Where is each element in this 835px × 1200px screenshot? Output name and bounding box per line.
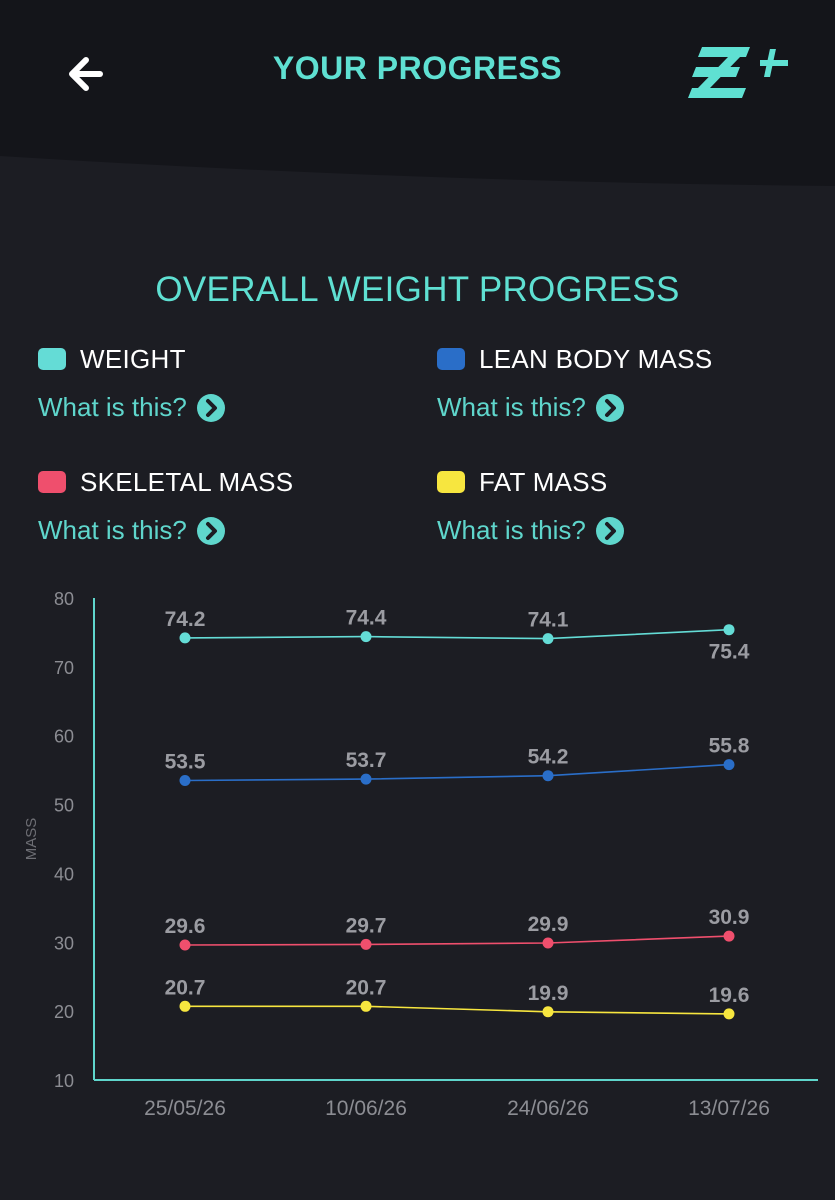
section-title: OVERALL WEIGHT PROGRESS [155,270,680,309]
data-point [723,759,735,771]
data-label: 74.1 [528,609,569,632]
what-is-this-text: What is this? [437,515,586,545]
what-is-this-text: What is this? [38,392,187,422]
data-point [542,770,554,782]
data-label: 74.2 [165,608,206,631]
data-label: 19.6 [709,984,750,1007]
data-label: 20.7 [165,976,206,999]
legend-label-fat-mass: FAT MASS [479,467,608,497]
arrow-left-icon [69,57,103,91]
data-point [360,1000,372,1012]
legend-swatch-lean-body-mass [437,348,465,370]
series-line-skeletal-mass [184,935,730,946]
data-point [723,1008,735,1020]
data-point [542,937,554,949]
what-is-this-link-skeletal-mass[interactable]: What is this? [38,515,225,546]
what-is-this-text: What is this? [437,392,586,422]
series-line-lean-body-mass [184,763,730,782]
data-label: 53.5 [165,751,206,774]
data-point [360,631,372,643]
chevron-right-icon [196,393,225,422]
what-is-this-link-fat-mass[interactable]: What is this? [437,515,624,546]
page-title: YOUR PROGRESS [272,50,563,86]
data-label: 19.9 [528,982,569,1005]
data-point [723,930,735,942]
progress-line-chart: 10 20 30 40 50 60 70 80 MASS 25/05/26 10/06/26 24/0… [23,589,818,1120]
legend-label-skeletal-mass: SKELETAL MASS [80,467,294,497]
data-point [360,938,372,950]
y-tick-label: 30 [54,933,74,953]
data-label: 74.4 [346,607,387,630]
y-tick-label: 10 [54,1071,74,1091]
data-label: 75.4 [709,641,750,664]
chevron-right-icon [196,516,225,545]
x-tick-label: 25/05/26 [144,1097,226,1120]
data-point [179,632,191,644]
legend-swatch-skeletal-mass [38,471,66,493]
x-tick-label: 24/06/26 [507,1097,589,1120]
legend-swatch-fat-mass [437,471,465,493]
legend-swatch-weight [38,348,66,370]
data-label: 54.2 [528,746,569,769]
data-point [179,939,191,951]
x-tick-label: 13/07/26 [688,1097,770,1120]
what-is-this-text: What is this? [38,515,187,545]
back-button[interactable] [62,52,110,96]
data-point [179,1000,191,1012]
data-label: 20.7 [346,976,387,999]
series-line-fat-mass [185,1005,730,1015]
data-point [723,624,735,636]
y-tick-label: 20 [54,1002,74,1022]
series-line-weight [184,628,730,640]
data-label: 29.7 [346,914,387,937]
data-label: 53.7 [346,749,387,772]
data-label: 29.9 [528,913,569,936]
chevron-right-icon [595,516,624,545]
app-header: YOUR PROGRESS [0,0,835,190]
brand-logo[interactable] [688,44,792,104]
brand-logo-icon [688,47,788,98]
y-tick-label: 60 [54,727,74,747]
data-point [542,1006,554,1018]
what-is-this-link-lean-body-mass[interactable]: What is this? [437,392,624,423]
data-point [360,773,372,785]
data-label: 30.9 [709,906,750,929]
data-point [179,775,191,786]
data-point [542,633,554,645]
y-tick-label: 40 [54,864,74,884]
legend-label-weight: WEIGHT [80,344,186,374]
data-label: 55.8 [709,735,750,758]
y-tick-label: 80 [54,589,74,609]
data-label: 29.6 [165,915,206,938]
y-tick-label: 70 [54,658,74,678]
y-axis-label: MASS [23,818,40,861]
chevron-right-icon [595,393,624,422]
what-is-this-link-weight[interactable]: What is this? [38,392,225,423]
y-tick-label: 50 [54,796,74,816]
legend-label-lean-body-mass: LEAN BODY MASS [479,344,713,374]
x-tick-label: 10/06/26 [325,1097,407,1120]
header-background [0,0,835,186]
